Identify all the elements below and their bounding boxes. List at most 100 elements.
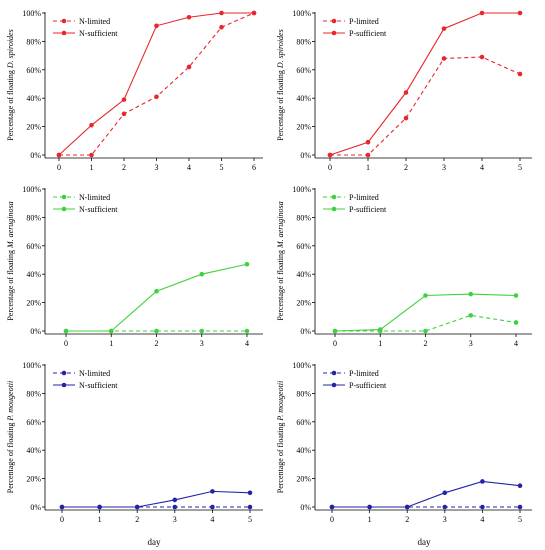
x-tick-label: 0 xyxy=(330,515,334,524)
x-tick-label: 2 xyxy=(155,339,159,348)
data-point-p-sufficient xyxy=(517,483,523,489)
x-tick-label: 5 xyxy=(220,163,224,172)
y-tick-label: 60% xyxy=(26,242,41,251)
data-point-n-sufficient xyxy=(186,14,192,20)
x-tick-label: 5 xyxy=(248,515,252,524)
legend-marker xyxy=(61,30,67,36)
y-tick-label: 100% xyxy=(292,361,311,370)
data-point-n-limited xyxy=(154,328,159,334)
series-line-p-sufficient xyxy=(329,12,520,156)
y-tick-label: 0% xyxy=(30,503,41,512)
data-point-n-sufficient xyxy=(97,504,102,510)
x-tick-label: 2 xyxy=(135,515,139,524)
y-tick-label: 20% xyxy=(296,123,311,132)
legend-label: N-sufficient xyxy=(79,381,118,390)
data-point-n-sufficient xyxy=(199,271,205,277)
y-tick-label: 60% xyxy=(26,66,41,75)
legend-marker xyxy=(331,206,337,212)
data-point-p-sufficient xyxy=(403,90,409,95)
x-tick-label: 3 xyxy=(442,163,446,172)
data-point-n-limited xyxy=(172,504,178,510)
legend-label: N-limited xyxy=(79,193,110,202)
legend-marker xyxy=(331,370,337,376)
data-point-p-sufficient xyxy=(377,327,383,332)
data-point-n-sufficient xyxy=(244,261,250,267)
x-tick-label: 2 xyxy=(405,515,409,524)
data-point-n-sufficient xyxy=(63,328,69,334)
data-point-p-limited xyxy=(479,54,485,60)
legend-label: P-sufficient xyxy=(349,29,387,38)
data-point-p-limited xyxy=(365,152,371,158)
y-tick-label: 100% xyxy=(22,9,41,18)
data-point-p-sufficient xyxy=(327,152,333,158)
panel-d: 0% 20% 40% 60% 80% 100% 0 1 2 3 4 Percentage of flo… xyxy=(276,185,532,348)
panel-c: 0% 20% 40% 60% 80% 100% 0 1 2 3 4 Percentage of flo… xyxy=(6,185,263,348)
panel-b: 0% 20% 40% 60% 80% 100% 0 1 2 3 4 5 Percentage of fl… xyxy=(276,9,532,172)
x-tick-label: 2 xyxy=(404,163,408,172)
y-tick-label: 20% xyxy=(26,299,41,308)
series-line-p-sufficient xyxy=(332,480,521,508)
data-point-n-sufficient xyxy=(89,122,94,128)
x-tick-label: 6 xyxy=(252,163,256,172)
panel-a: 0% 20% 40% 60% 80% 100% 0 1 2 3 4 5 6 Percentage of f… xyxy=(6,9,263,172)
x-tick-label: 4 xyxy=(480,163,484,172)
x-tick-label: 4 xyxy=(210,515,214,524)
y-tick-label: 60% xyxy=(296,242,311,251)
legend-marker xyxy=(331,382,337,388)
x-tick-label: 1 xyxy=(366,163,370,172)
data-point-p-limited xyxy=(480,504,485,510)
y-axis-label: Percentage of floating P. mougeotii xyxy=(276,381,285,494)
y-axis-label: Percentage of floating D. spiroides xyxy=(276,29,285,140)
y-tick-label: 80% xyxy=(296,37,311,46)
data-point-p-sufficient xyxy=(423,293,428,298)
y-tick-label: 0% xyxy=(300,327,311,336)
y-tick-label: 0% xyxy=(30,151,41,160)
legend-label: N-limited xyxy=(79,17,110,26)
y-tick-label: 20% xyxy=(296,299,311,308)
data-point-n-limited xyxy=(247,504,253,510)
y-tick-label: 80% xyxy=(26,37,41,46)
data-point-n-sufficient xyxy=(154,23,159,29)
data-point-n-sufficient xyxy=(134,504,140,510)
x-tick-label: 3 xyxy=(200,339,204,348)
y-tick-label: 100% xyxy=(292,185,311,194)
legend-label: N-sufficient xyxy=(79,205,118,214)
data-point-p-limited xyxy=(513,320,519,325)
y-tick-label: 0% xyxy=(300,503,311,512)
legend-label: P-limited xyxy=(349,17,379,26)
y-tick-label: 0% xyxy=(300,151,311,160)
y-tick-label: 20% xyxy=(26,123,41,132)
x-tick-label: 2 xyxy=(122,163,126,172)
x-tick-label: 1 xyxy=(98,515,102,524)
legend-label: N-limited xyxy=(79,369,110,378)
x-tick-label: 0 xyxy=(328,163,332,172)
data-point-p-sufficient xyxy=(517,10,523,16)
data-point-n-sufficient xyxy=(56,152,62,158)
y-axis-label: Percentage of floating M. aeruginosa xyxy=(6,201,15,320)
data-point-p-limited xyxy=(468,313,474,318)
y-tick-label: 60% xyxy=(296,418,311,427)
data-point-n-sufficient xyxy=(154,288,159,294)
legend-label: P-sufficient xyxy=(349,205,387,214)
series-line-p-limited xyxy=(335,314,517,332)
y-axis-label: Percentage of floating P. mougeotii xyxy=(6,381,15,494)
x-tick-label: 0 xyxy=(60,515,64,524)
series-line-n-sufficient xyxy=(62,490,251,508)
y-tick-label: 0% xyxy=(30,327,41,336)
y-tick-label: 40% xyxy=(296,446,311,455)
data-point-p-sufficient xyxy=(468,291,474,297)
data-point-p-sufficient xyxy=(404,504,410,510)
data-point-p-limited xyxy=(441,56,447,61)
data-point-p-sufficient xyxy=(441,26,447,31)
x-tick-label: 1 xyxy=(90,163,94,172)
data-point-n-limited xyxy=(210,504,215,510)
data-point-n-sufficient xyxy=(251,10,257,16)
legend-marker xyxy=(61,382,67,388)
y-tick-label: 80% xyxy=(296,389,311,398)
data-point-n-limited xyxy=(154,94,159,100)
data-point-p-limited xyxy=(517,71,523,77)
y-tick-label: 80% xyxy=(26,213,41,222)
legend-label: P-limited xyxy=(349,193,379,202)
legend-marker xyxy=(331,194,337,200)
